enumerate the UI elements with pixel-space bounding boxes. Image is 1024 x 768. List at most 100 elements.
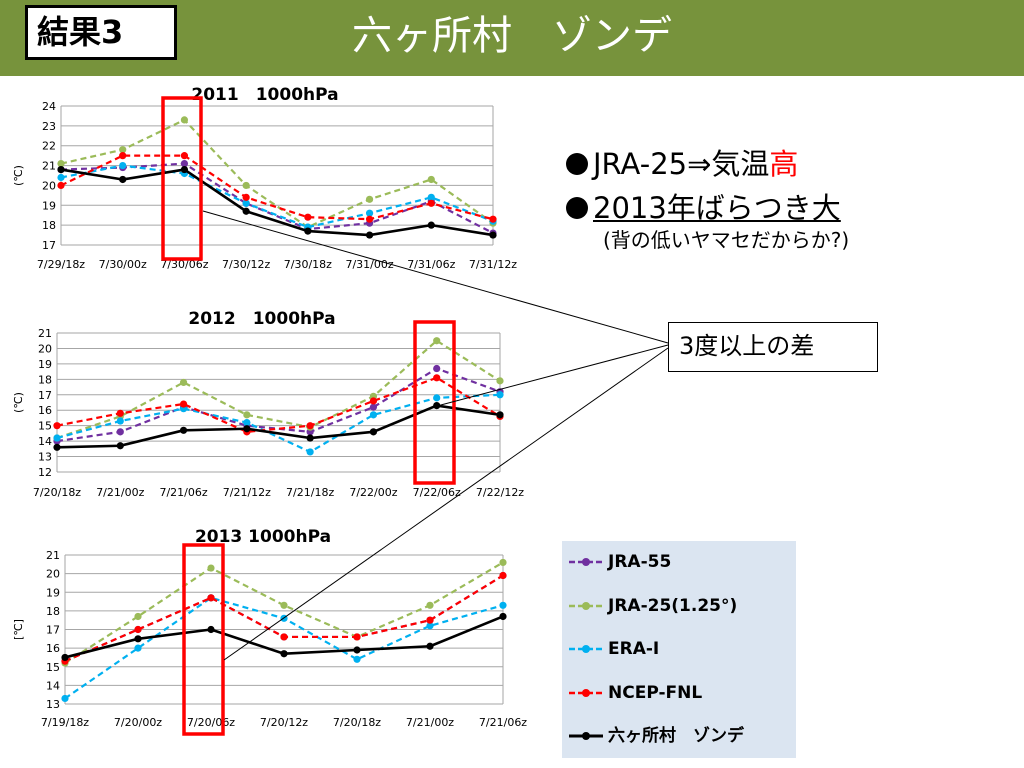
data-point	[365, 215, 374, 223]
x-tick-label: 7/21/12z	[223, 486, 271, 499]
bullet-text: 2013年ばらつき大	[593, 191, 841, 225]
data-point	[433, 401, 441, 410]
data-point	[353, 655, 361, 663]
data-point	[427, 193, 435, 201]
y-tick-label: 18	[46, 605, 60, 618]
legend-swatch	[569, 732, 603, 740]
data-point	[426, 622, 434, 630]
bullet-text: JRA-25⇒気温	[593, 147, 770, 181]
data-point	[280, 633, 288, 641]
data-point	[134, 644, 142, 652]
data-point	[353, 646, 361, 654]
data-point	[242, 207, 250, 215]
data-point	[53, 434, 61, 442]
series-line	[56, 404, 501, 449]
data-point	[61, 694, 69, 703]
bullet-highlight: 高	[769, 147, 799, 181]
data-point	[427, 199, 435, 207]
data-point	[57, 165, 65, 174]
data-point	[304, 213, 312, 221]
x-tick-label: 7/21/18z	[286, 486, 334, 499]
legend-label: JRA-25(1.25°)	[608, 596, 738, 616]
pointer-line-2013	[223, 347, 669, 661]
data-point	[116, 442, 124, 450]
data-point	[119, 152, 127, 160]
data-point	[489, 215, 497, 223]
data-point	[180, 159, 189, 168]
data-point	[134, 612, 142, 621]
data-point	[53, 443, 61, 451]
data-point	[433, 364, 441, 373]
data-point	[365, 209, 374, 217]
data-point	[499, 601, 507, 609]
highlight-box	[182, 543, 225, 736]
data-point	[280, 650, 288, 658]
legend: JRA-55 JRA-25(1.25°) ERA-I NCEP-FNL 六ヶ所村…	[562, 541, 796, 758]
series-line	[60, 154, 494, 221]
x-tick-label: 7/31/06z	[407, 258, 455, 271]
legend-item-sonde: 六ヶ所村 ゾンデ	[568, 721, 744, 751]
series-line	[56, 367, 501, 443]
y-axis-label: [℃]	[12, 619, 25, 640]
data-point	[180, 152, 189, 160]
data-point	[53, 422, 61, 430]
y-tick-label: 21	[42, 160, 56, 173]
y-tick-label: 20	[46, 568, 60, 581]
x-tick-label: 7/21/00z	[96, 486, 144, 499]
bullet-list: JRA-25⇒気温高 2013年ばらつき大 (背の低いヤマセだからか?)	[566, 142, 849, 254]
y-tick-label: 14	[46, 679, 60, 692]
y-tick-label: 21	[46, 549, 60, 562]
x-tick-label: 7/30/06z	[160, 258, 208, 271]
y-tick-label: 16	[38, 404, 52, 417]
data-point	[369, 403, 378, 411]
bullet-item: JRA-25⇒気温高	[566, 142, 849, 186]
data-point	[119, 146, 127, 154]
x-tick-label: 7/30/12z	[222, 258, 270, 271]
y-tick-label: 16	[46, 642, 60, 655]
y-tick-label: 12	[38, 466, 52, 479]
data-point	[179, 400, 188, 408]
data-point	[134, 625, 142, 634]
data-point	[207, 594, 215, 602]
series-line	[56, 393, 501, 454]
data-point	[116, 417, 124, 425]
legend-item-jra25: JRA-25(1.25°)	[568, 591, 737, 621]
y-tick-label: 17	[38, 389, 52, 402]
data-point	[365, 195, 374, 203]
x-tick-label: 7/22/00z	[349, 486, 397, 499]
x-tick-label: 7/20/00z	[114, 716, 162, 729]
series-line	[60, 164, 494, 229]
data-point	[306, 434, 314, 442]
data-point	[242, 181, 250, 190]
highlight-box	[161, 96, 203, 261]
y-tick-label: 23	[42, 120, 56, 133]
x-tick-label: 7/29/18z	[37, 258, 85, 271]
y-tick-label: 21	[38, 327, 52, 340]
result-label: 結果3	[25, 5, 177, 60]
y-tick-label: 13	[38, 451, 52, 464]
data-point	[365, 231, 374, 239]
y-axis-label: (℃)	[12, 165, 25, 186]
x-tick-label: 7/30/18z	[284, 258, 332, 271]
data-point	[180, 116, 189, 124]
data-point	[179, 378, 188, 387]
y-tick-label: 15	[46, 661, 60, 674]
y-tick-label: 19	[46, 586, 60, 599]
data-point	[306, 448, 314, 456]
x-tick-label: 7/20/12z	[260, 716, 308, 729]
x-tick-label: 7/20/18z	[333, 716, 381, 729]
data-point	[116, 409, 124, 417]
data-point	[304, 227, 312, 235]
data-point	[57, 181, 65, 190]
pointer-line-2012	[436, 344, 669, 407]
title-bar: 結果3 六ヶ所村 ゾンデ	[0, 0, 1024, 76]
data-point	[496, 377, 504, 385]
data-point	[57, 159, 65, 168]
legend-item-era-i: ERA-I	[568, 634, 659, 664]
y-tick-label: 18	[42, 219, 56, 232]
data-point	[426, 601, 434, 609]
data-point	[496, 411, 504, 419]
